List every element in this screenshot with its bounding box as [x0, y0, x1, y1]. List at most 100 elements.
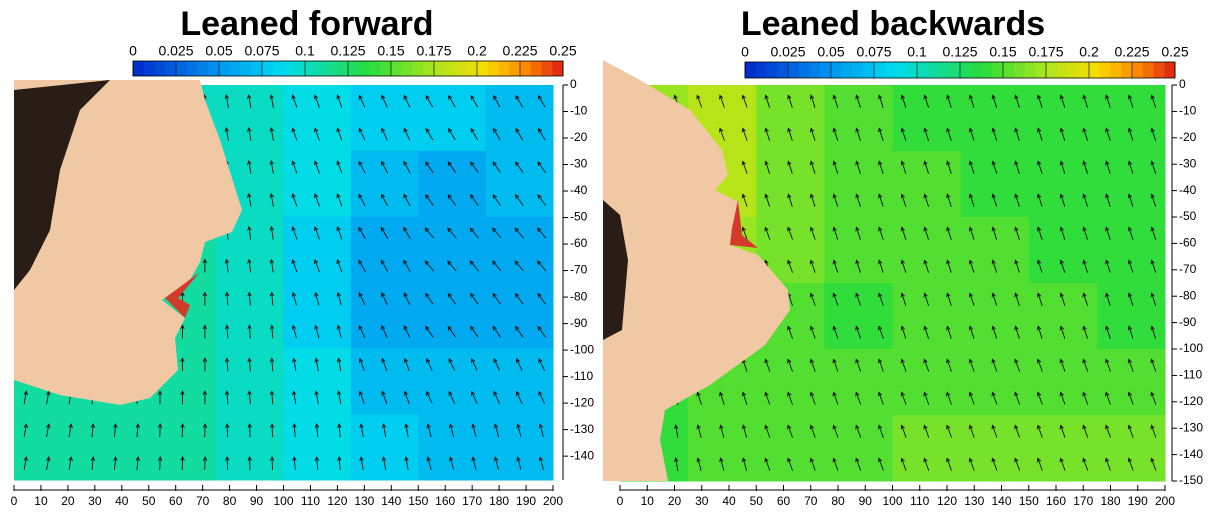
speed-cell — [824, 349, 893, 416]
velocity-arrow — [1014, 226, 1020, 240]
velocity-arrow — [968, 457, 975, 471]
velocity-arrow — [536, 260, 547, 272]
colorbar-segment — [874, 62, 886, 78]
velocity-arrow — [493, 127, 501, 141]
speed-cell — [756, 85, 825, 152]
velocity-arrow — [855, 292, 862, 306]
colorbar-segment — [444, 61, 456, 76]
velocity-arrow — [787, 325, 793, 339]
velocity-arrow — [946, 424, 952, 438]
velocity-arrow — [832, 358, 839, 372]
colorbar-segment — [863, 62, 875, 78]
hair — [14, 80, 110, 290]
velocity-arrow — [968, 127, 975, 141]
velocity-arrow — [447, 292, 457, 305]
colorbar-tick-label: 0.15 — [377, 43, 404, 59]
velocity-arrow — [900, 292, 907, 306]
velocity-arrow — [877, 391, 884, 405]
velocity-arrow — [538, 358, 545, 371]
velocity-arrow — [291, 226, 298, 240]
speed-cell — [892, 217, 962, 284]
speed-cell — [485, 85, 554, 152]
velocity-arrow — [135, 423, 141, 438]
velocity-arrow — [1082, 127, 1088, 141]
colorbar-segment — [143, 61, 155, 76]
speed-cell — [350, 282, 419, 349]
colorbar-segment — [938, 62, 950, 78]
velocity-arrow — [224, 390, 230, 405]
colorbar-segment — [1110, 62, 1122, 78]
velocity-arrow — [1059, 193, 1066, 207]
velocity-arrow — [1105, 259, 1111, 273]
x-tick-label: 60 — [169, 494, 183, 508]
velocity-arrow — [314, 291, 320, 306]
velocity-arrow — [832, 457, 839, 471]
velocity-arrow — [404, 456, 409, 471]
velocity-arrow — [968, 292, 975, 306]
velocity-arrow — [1036, 457, 1043, 471]
velocity-arrow — [809, 424, 816, 438]
x-tick-label: 90 — [859, 494, 873, 508]
speed-cell — [688, 415, 757, 482]
velocity-arrow — [1150, 424, 1157, 438]
velocity-arrow — [968, 424, 975, 438]
velocity-arrow — [764, 160, 771, 174]
velocity-arrow — [1082, 358, 1089, 372]
velocity-arrow — [180, 390, 185, 405]
velocity-arrow — [314, 94, 320, 108]
x-tick-label: 10 — [641, 494, 655, 508]
velocity-arrow — [426, 358, 433, 371]
velocity-arrow — [1127, 127, 1134, 141]
y-tick-label: -120 — [1179, 394, 1203, 408]
velocity-arrow — [247, 390, 252, 405]
x-tick-label: 50 — [142, 494, 156, 508]
velocity-arrow — [809, 358, 816, 372]
x-tick-label: 80 — [223, 494, 237, 508]
velocity-arrow — [741, 226, 748, 240]
velocity-arrow — [764, 226, 771, 240]
y-tick-label: -30 — [570, 157, 588, 171]
velocity-arrow — [515, 358, 523, 371]
velocity-arrow — [855, 325, 862, 339]
speed-cell — [350, 216, 419, 283]
velocity-arrow — [923, 358, 930, 372]
velocity-arrow — [314, 324, 320, 339]
x-tick-label: 100 — [882, 494, 902, 508]
x-tick-label: 20 — [668, 494, 682, 508]
velocity-arrow — [968, 193, 975, 207]
velocity-arrow — [470, 94, 479, 108]
velocity-arrow — [741, 391, 748, 405]
colorbar-segment — [391, 61, 403, 76]
velocity-arrow — [809, 292, 816, 306]
speed-cell — [350, 150, 419, 218]
velocity-arrow — [23, 456, 28, 471]
velocity-arrow — [787, 226, 793, 240]
velocity-arrow — [269, 225, 275, 240]
velocity-arrow — [1150, 292, 1157, 306]
colorbar-segment — [1046, 62, 1058, 78]
velocity-arrow — [537, 292, 546, 305]
velocity-arrow — [381, 357, 388, 372]
lips — [165, 272, 200, 318]
velocity-arrow — [855, 226, 861, 240]
velocity-arrow — [809, 391, 816, 405]
x-tick-label: 200 — [543, 494, 563, 508]
colorbar-segment — [1132, 62, 1144, 78]
speed-cell — [824, 217, 893, 284]
colorbar-segment — [208, 61, 220, 76]
velocity-arrow — [1105, 127, 1111, 141]
velocity-arrow — [404, 423, 409, 438]
velocity-arrow — [336, 291, 342, 306]
speed-cell — [1028, 415, 1098, 482]
y-tick-label: -10 — [570, 104, 588, 118]
x-tick-label: 150 — [408, 494, 428, 508]
velocity-arrow — [403, 226, 411, 239]
speed-cell — [892, 283, 962, 350]
colorbar-tick-label: 0.175 — [1028, 44, 1063, 60]
speed-cell — [1096, 151, 1166, 218]
velocity-arrow — [946, 160, 952, 174]
velocity-arrow — [225, 423, 230, 438]
velocity-arrow — [202, 291, 208, 306]
velocity-arrow — [46, 456, 51, 471]
velocity-arrow — [180, 456, 185, 471]
